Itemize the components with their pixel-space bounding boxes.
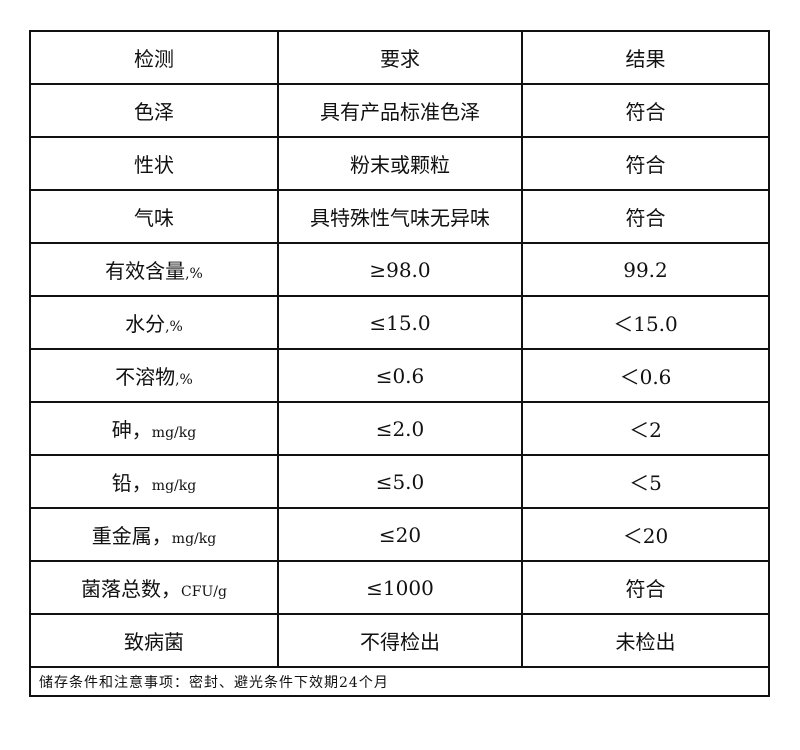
- table-row: 气味 具特殊性气味无异味 符合: [29, 189, 770, 244]
- item-cell: 致病菌: [29, 613, 279, 668]
- table-row: 菌落总数，CFU/g ≤1000 符合: [29, 560, 770, 615]
- result-cell: ＜5: [521, 454, 770, 509]
- item-cell: 不溶物,%: [29, 348, 279, 403]
- table-header-row: 检测 要求 结果: [29, 30, 770, 85]
- header-item: 检测: [29, 30, 279, 85]
- item-cell: 色泽: [29, 83, 279, 138]
- requirement-cell: 不得检出: [277, 613, 523, 668]
- item-cell: 气味: [29, 189, 279, 244]
- item-cell: 砷，mg/kg: [29, 401, 279, 456]
- requirement-cell: ≤15.0: [277, 295, 523, 350]
- item-name: 气味: [134, 206, 174, 230]
- result-cell: 符合: [521, 83, 770, 138]
- requirement-cell: ≤1000: [277, 560, 523, 615]
- result-cell: ＜15.0: [521, 295, 770, 350]
- requirement-cell: ≤0.6: [277, 348, 523, 403]
- table-row: 砷，mg/kg ≤2.0 ＜2: [29, 401, 770, 456]
- item-unit: mg/kg: [171, 531, 217, 547]
- item-cell: 水分,%: [29, 295, 279, 350]
- item-cell: 性状: [29, 136, 279, 191]
- result-cell: 99.2: [521, 242, 770, 297]
- item-unit: ,%: [165, 319, 183, 335]
- item-cell: 菌落总数，CFU/g: [29, 560, 279, 615]
- requirement-cell: 粉末或颗粒: [277, 136, 523, 191]
- table-row: 水分,% ≤15.0 ＜15.0: [29, 295, 770, 350]
- result-cell: 符合: [521, 560, 770, 615]
- item-name: 色泽: [134, 100, 174, 124]
- item-name: 菌落总数，: [81, 577, 182, 601]
- result-cell: 符合: [521, 136, 770, 191]
- requirement-cell: ≤5.0: [277, 454, 523, 509]
- table-row: 重金属，mg/kg ≤20 ＜20: [29, 507, 770, 562]
- table-row: 不溶物,% ≤0.6 ＜0.6: [29, 348, 770, 403]
- item-name: 铅，: [111, 471, 152, 495]
- requirement-cell: 具特殊性气味无异味: [277, 189, 523, 244]
- item-name: 砷，: [111, 418, 152, 442]
- result-cell: 符合: [521, 189, 770, 244]
- item-cell: 有效含量,%: [29, 242, 279, 297]
- inspection-table: 检测 要求 结果 色泽 具有产品标准色泽 符合 性状 粉末或颗粒 符合 气味 具特殊性气味无异…: [29, 30, 770, 697]
- result-cell: ＜2: [521, 401, 770, 456]
- item-unit: CFU/g: [181, 584, 227, 600]
- table-row: 色泽 具有产品标准色泽 符合: [29, 83, 770, 138]
- requirement-cell: ≤20: [277, 507, 523, 562]
- item-unit: ,%: [175, 372, 193, 388]
- item-name: 致病菌: [124, 630, 184, 654]
- item-cell: 铅，mg/kg: [29, 454, 279, 509]
- header-result: 结果: [521, 30, 770, 85]
- item-unit: mg/kg: [151, 478, 197, 494]
- requirement-cell: ≤2.0: [277, 401, 523, 456]
- item-name: 水分: [125, 312, 166, 336]
- item-cell: 重金属，mg/kg: [29, 507, 279, 562]
- item-name: 不溶物: [115, 365, 176, 389]
- result-cell: ＜0.6: [521, 348, 770, 403]
- footer-row: 储存条件和注意事项：密封、避光条件下效期24个月: [29, 666, 770, 697]
- item-unit: mg/kg: [151, 425, 197, 441]
- item-name: 性状: [134, 153, 174, 177]
- result-cell: 未检出: [521, 613, 770, 668]
- table-row: 铅，mg/kg ≤5.0 ＜5: [29, 454, 770, 509]
- table-row: 性状 粉末或颗粒 符合: [29, 136, 770, 191]
- result-cell: ＜20: [521, 507, 770, 562]
- requirement-cell: 具有产品标准色泽: [277, 83, 523, 138]
- table-row: 致病菌 不得检出 未检出: [29, 613, 770, 668]
- storage-note: 储存条件和注意事项：密封、避光条件下效期24个月: [29, 666, 770, 697]
- item-name: 有效含量: [105, 259, 186, 283]
- item-unit: ,%: [185, 266, 203, 282]
- table-row: 有效含量,% ≥98.0 99.2: [29, 242, 770, 297]
- header-requirement: 要求: [277, 30, 523, 85]
- item-name: 重金属，: [91, 524, 172, 548]
- requirement-cell: ≥98.0: [277, 242, 523, 297]
